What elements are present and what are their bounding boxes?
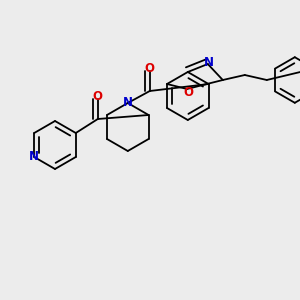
Text: N: N [123, 97, 133, 110]
Text: N: N [204, 56, 214, 68]
Text: O: O [93, 89, 103, 103]
Text: O: O [145, 61, 155, 74]
Text: O: O [183, 85, 193, 98]
Text: N: N [29, 151, 39, 164]
